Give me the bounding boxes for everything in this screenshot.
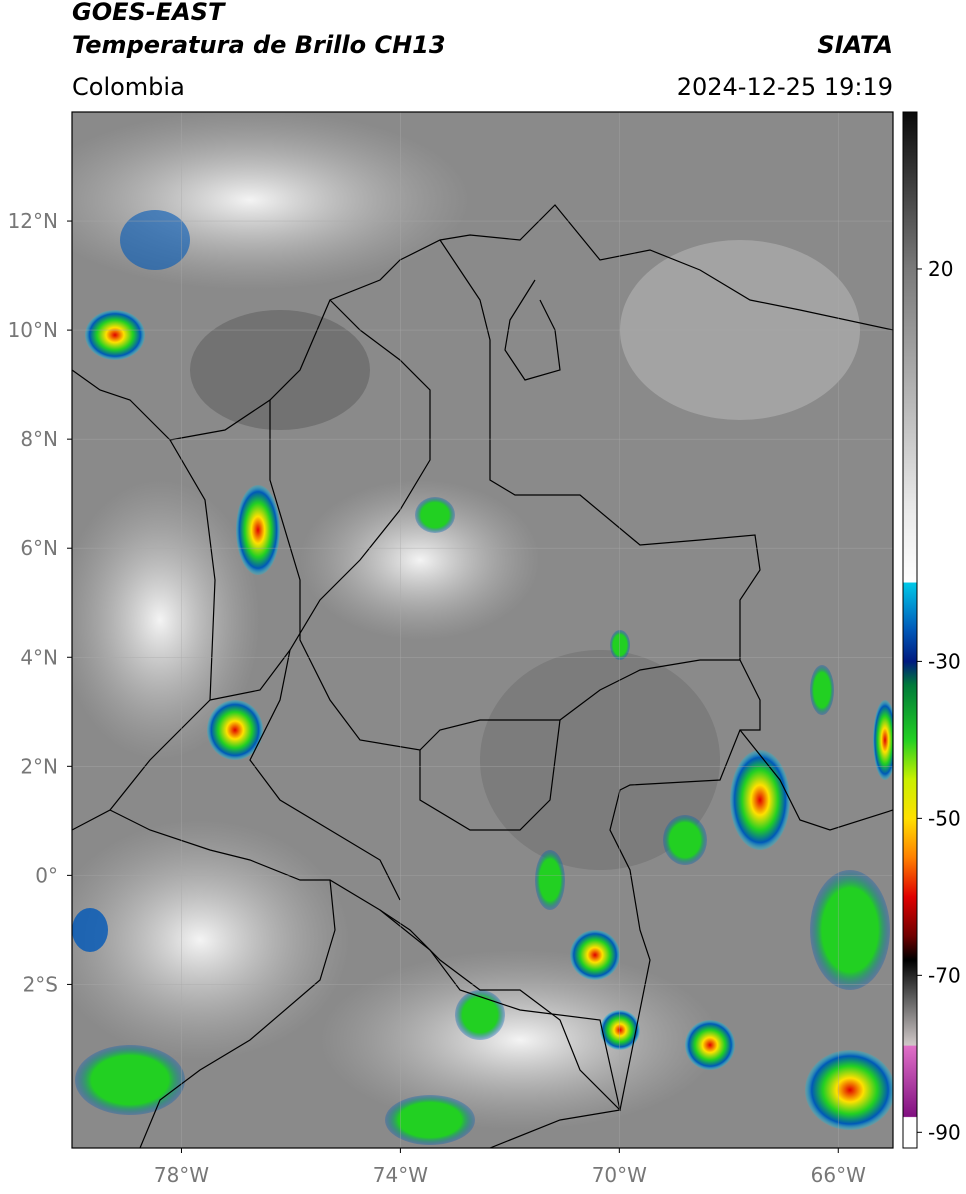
colorbar-tick-label: -50	[928, 806, 961, 830]
satellite-image	[72, 112, 893, 1148]
x-tick-label: 78°W	[154, 1163, 209, 1187]
y-tick-label: 4°N	[20, 645, 58, 669]
subtitle: Temperatura de Brillo CH13	[72, 31, 446, 59]
y-tick-label: 0°	[35, 863, 58, 887]
region: Colombia	[72, 73, 185, 101]
colorbar-tick-label: -90	[928, 1120, 961, 1144]
x-tick-label: 70°W	[592, 1163, 647, 1187]
datetime: 2024-12-25 19:19	[677, 73, 893, 101]
y-tick-label: 8°N	[20, 427, 58, 451]
colorbar-tick-label: 20	[928, 257, 953, 281]
y-tick-label: 12°N	[8, 209, 58, 233]
title: GOES-EAST	[72, 0, 226, 26]
y-tick-label: 2°N	[20, 754, 58, 778]
x-tick-label: 74°W	[373, 1163, 428, 1187]
source: SIATA	[817, 31, 893, 59]
y-tick-label: 6°N	[20, 536, 58, 560]
x-tick-label: 66°W	[811, 1163, 866, 1187]
y-tick-label: 10°N	[8, 318, 58, 342]
y-tick-label: 2°S	[23, 972, 58, 996]
colorbar-tick-label: -70	[928, 963, 961, 987]
colorbar	[902, 111, 918, 1149]
colorbar-tick-label: -30	[928, 649, 961, 673]
map-frame	[71, 111, 894, 1149]
